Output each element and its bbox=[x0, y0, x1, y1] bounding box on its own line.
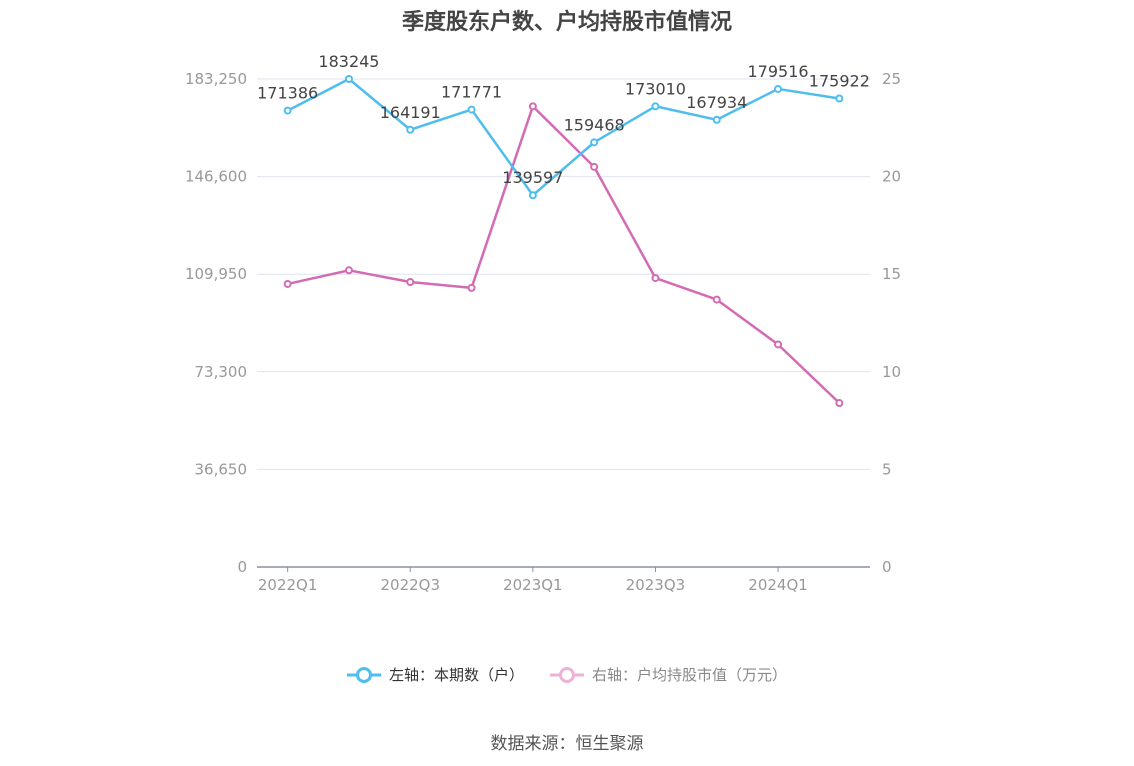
y-left-tick-label: 36,650 bbox=[195, 460, 248, 478]
legend: 左轴：本期数（户） 右轴：户均持股市值（万元） bbox=[0, 664, 1134, 685]
data-point bbox=[774, 340, 783, 349]
data-label: 183245 bbox=[318, 52, 379, 71]
y-right-tick-label: 10 bbox=[882, 363, 901, 381]
y-left-tick-label: 146,600 bbox=[185, 168, 247, 186]
data-point bbox=[467, 283, 476, 292]
data-point bbox=[712, 295, 721, 304]
data-label: 175922 bbox=[809, 72, 870, 91]
data-label: 164191 bbox=[380, 103, 441, 122]
data-point bbox=[283, 106, 292, 115]
data-point bbox=[651, 274, 660, 283]
data-point bbox=[344, 266, 353, 275]
data-point bbox=[344, 75, 353, 84]
x-tick-label: 2022Q1 bbox=[258, 576, 318, 594]
y-right-tick-label: 20 bbox=[882, 168, 901, 186]
data-label: 171771 bbox=[441, 83, 502, 102]
data-point bbox=[467, 105, 476, 114]
data-label: 159468 bbox=[564, 115, 625, 134]
data-point bbox=[406, 278, 415, 287]
data-point bbox=[774, 84, 783, 93]
x-tick-label: 2022Q3 bbox=[380, 576, 440, 594]
series-line bbox=[287, 77, 840, 197]
data-point bbox=[528, 191, 537, 200]
data-point bbox=[406, 125, 415, 134]
data-point bbox=[835, 94, 844, 103]
source-note: 数据来源：恒生聚源 bbox=[490, 734, 644, 754]
data-label: 139597 bbox=[502, 168, 563, 187]
x-tick-label: 2024Q1 bbox=[748, 576, 808, 594]
data-label: 167934 bbox=[686, 93, 747, 112]
data-point bbox=[283, 279, 292, 288]
legend-swatch-blue-icon bbox=[346, 666, 381, 683]
chart-title: 季度股东户数、户均持股市值情况 bbox=[401, 10, 732, 35]
legend-item-left-series[interactable]: 左轴：本期数（户） bbox=[346, 664, 524, 685]
data-point bbox=[590, 162, 599, 171]
y-right-tick-label: 0 bbox=[882, 558, 892, 576]
series-line bbox=[287, 105, 841, 404]
y-left-tick-label: 109,950 bbox=[185, 265, 247, 283]
data-point bbox=[651, 102, 660, 111]
x-tick-label: 2023Q3 bbox=[626, 576, 686, 594]
y-right-tick-label: 15 bbox=[882, 265, 901, 283]
y-left-tick-label: 183,250 bbox=[185, 70, 247, 88]
legend-label-right-series: 右轴：户均持股市值（万元） bbox=[592, 666, 788, 684]
legend-item-right-series[interactable]: 右轴：户均持股市值（万元） bbox=[550, 664, 787, 685]
data-label: 171386 bbox=[257, 84, 318, 103]
data-point bbox=[835, 399, 844, 408]
y-right-tick-label: 5 bbox=[882, 460, 892, 478]
y-left-tick-label: 73,300 bbox=[195, 363, 248, 381]
y-right-tick-label: 25 bbox=[882, 70, 901, 88]
data-point bbox=[528, 102, 537, 111]
y-left-tick-label: 0 bbox=[237, 558, 247, 576]
x-tick-label: 2023Q1 bbox=[503, 576, 563, 594]
data-label: 179516 bbox=[748, 62, 809, 81]
legend-label-left-series: 左轴：本期数（户） bbox=[388, 666, 524, 684]
data-label: 173010 bbox=[625, 79, 686, 98]
data-point bbox=[590, 138, 599, 147]
data-point bbox=[712, 115, 721, 124]
legend-swatch-pink-icon bbox=[550, 666, 584, 683]
